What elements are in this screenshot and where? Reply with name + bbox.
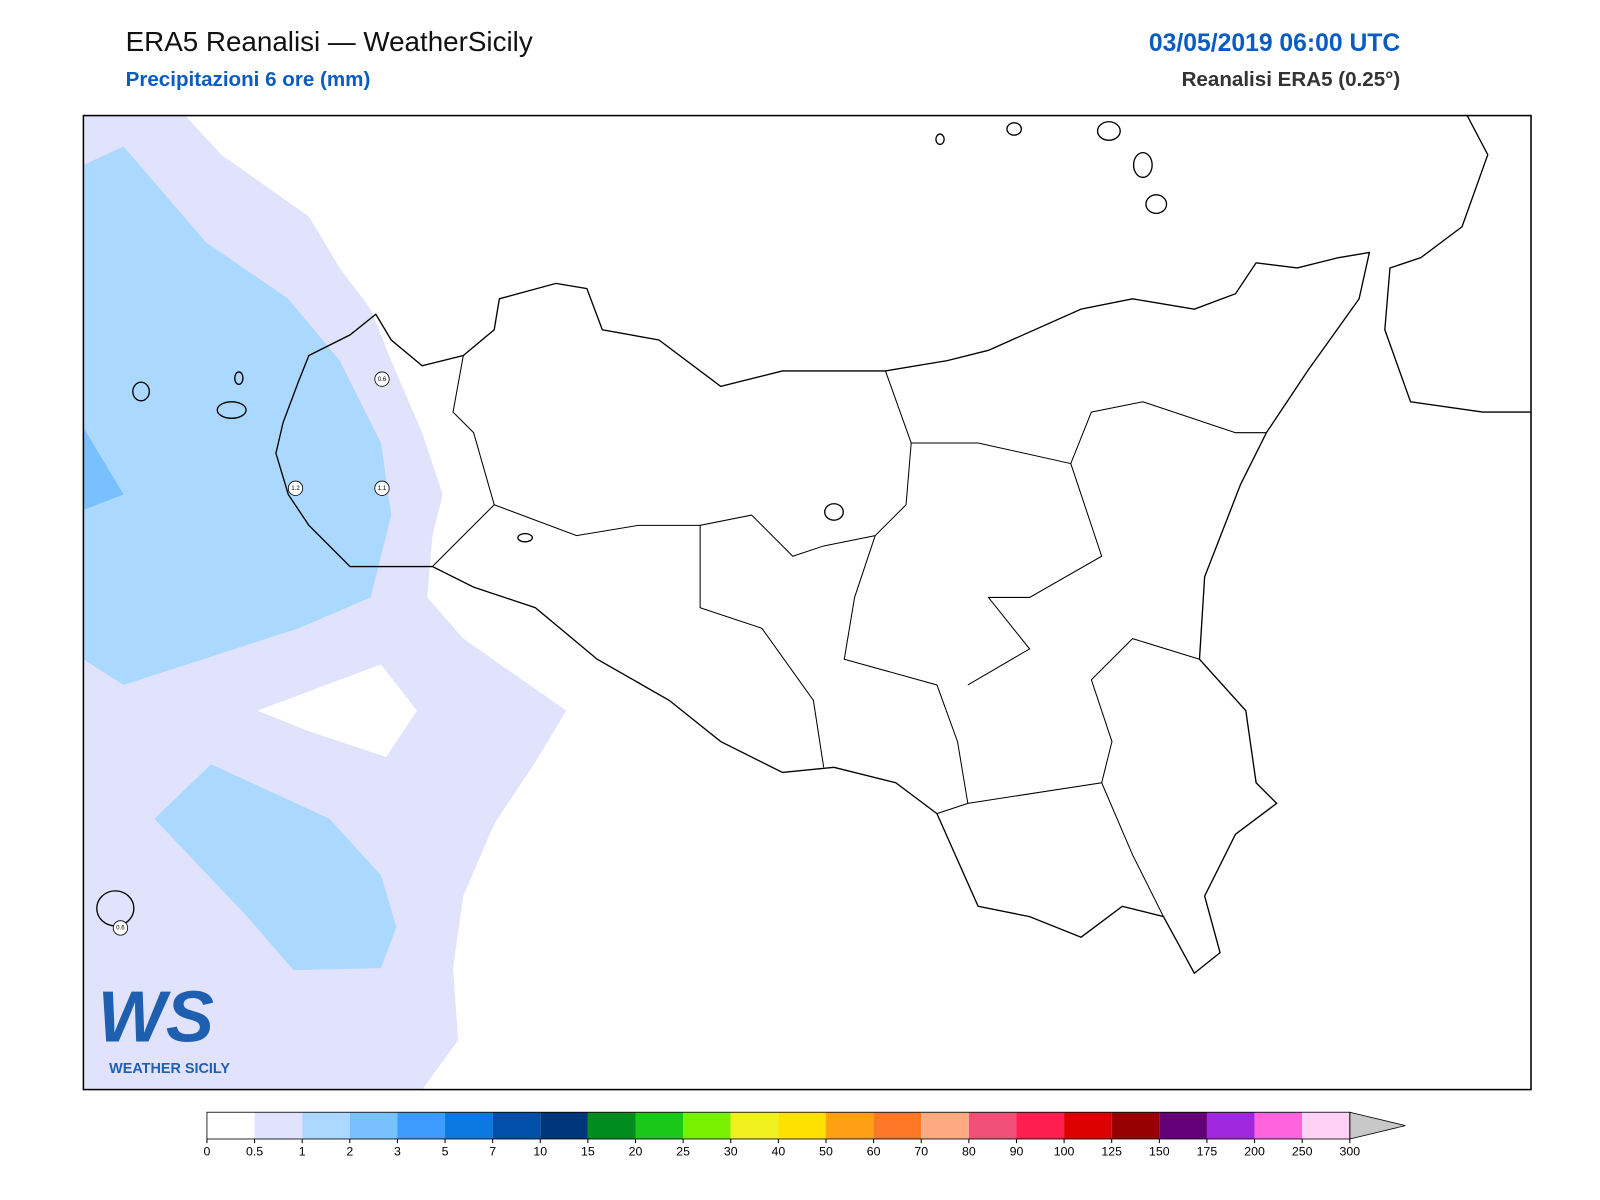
colorbar-cell	[968, 1112, 1017, 1139]
colorbar-cell	[1159, 1112, 1207, 1139]
precip-area	[83, 427, 124, 510]
colorbar-tick-label: 60	[867, 1145, 881, 1159]
logo: WS WEATHER SICILY	[98, 978, 231, 1077]
colorbar-tick-label: 15	[581, 1145, 595, 1159]
colorbar-cell	[635, 1112, 684, 1139]
colorbar-cell	[1206, 1112, 1255, 1139]
point-label: 0.6	[378, 376, 387, 383]
border	[432, 355, 1267, 917]
point-marker	[287, 480, 304, 496]
colorbar-cell	[730, 1112, 779, 1139]
colorbar-tick-label: 250	[1292, 1145, 1313, 1159]
colorbar-cell	[825, 1112, 874, 1139]
colorbar-tick-label: 150	[1149, 1145, 1170, 1159]
point-labels: 0.6 1.2 1.1 0.6	[112, 371, 390, 936]
colorbar-tick-label: 175	[1197, 1145, 1218, 1159]
colorbar-tick-label: 5	[442, 1145, 449, 1159]
point-label: 0.6	[116, 925, 125, 932]
colorbar-cell	[445, 1112, 493, 1139]
colorbar-tick-label: 2	[346, 1145, 353, 1159]
colorbar-tick-label: 90	[1010, 1145, 1024, 1159]
precip-area	[154, 764, 397, 971]
colorbar-tick-label: 80	[962, 1145, 976, 1159]
colorbar-cell	[921, 1112, 969, 1139]
colorbar-tick-label: 125	[1101, 1145, 1122, 1159]
colorbar-tick-label: 50	[819, 1145, 833, 1159]
colorbar-tick-label: 3	[394, 1145, 401, 1159]
point-label: 1.1	[378, 485, 387, 492]
colorbar-cell	[1016, 1112, 1065, 1139]
colorbar-tick-label: 1	[299, 1145, 306, 1159]
colorbar-cell	[206, 1112, 255, 1139]
islands	[96, 121, 1168, 927]
precip-area	[83, 146, 392, 685]
colorbar-cell	[873, 1112, 922, 1139]
logo-name: WEATHER SICILY	[109, 1061, 230, 1077]
colorbar-tick-label: 300	[1340, 1145, 1361, 1159]
colorbar-cell	[1111, 1112, 1160, 1139]
point-marker	[374, 480, 390, 496]
colorbar-tick-label: 40	[772, 1145, 786, 1159]
colorbar-extend	[1349, 1111, 1406, 1140]
coastline	[275, 251, 1371, 975]
colorbar-cell	[587, 1112, 636, 1139]
colorbar-cell	[683, 1112, 731, 1139]
colorbar-cell	[1064, 1112, 1112, 1139]
colorbar-tick-label: 7	[489, 1145, 496, 1159]
map-frame	[82, 114, 1532, 1091]
colorbar-tick-label: 70	[914, 1145, 928, 1159]
colorbar-cell	[1254, 1112, 1303, 1139]
title: ERA5 Reanalisi — WeatherSicily	[126, 26, 533, 57]
colorbar-tick-label: 25	[676, 1145, 690, 1159]
point-marker	[112, 920, 129, 936]
colorbar-cell	[397, 1112, 446, 1139]
point-label: 1.2	[291, 485, 300, 492]
point-marker	[374, 371, 390, 387]
colorbar-cell	[492, 1112, 541, 1139]
map: 0.6 1.2 1.1 0.6	[83, 115, 1532, 1090]
colorbar-tick-label: 10	[533, 1145, 547, 1159]
colorbar-cell	[778, 1112, 826, 1139]
colorbar: 0 0.5 1 2 3 5 7 10 15 20 25 30 40 50 60 70 80 90 100 125 150…	[204, 1111, 1406, 1159]
colorbar-tick-label: 20	[629, 1145, 643, 1159]
subtitle: Precipitazioni 6 ore (mm)	[126, 68, 371, 91]
date: 03/05/2019 06:00 UTC	[1149, 30, 1400, 57]
colorbar-tick-label: 200	[1244, 1145, 1265, 1159]
colorbar-cell	[349, 1112, 398, 1139]
colorbar-tick-label: 0	[204, 1145, 211, 1159]
source: Reanalisi ERA5 (0.25°)	[1182, 68, 1401, 91]
colorbar-tick-label: 0.5	[246, 1145, 263, 1159]
colorbar-cell	[302, 1112, 350, 1139]
colorbar-cell	[1302, 1112, 1350, 1139]
coastline	[1384, 115, 1532, 413]
logo-mark: WS	[98, 978, 214, 1058]
colorbar-cell	[254, 1112, 303, 1139]
colorbar-tick-label: 30	[724, 1145, 738, 1159]
colorbar-tick-label: 100	[1054, 1145, 1075, 1159]
colorbar-cell	[540, 1112, 588, 1139]
